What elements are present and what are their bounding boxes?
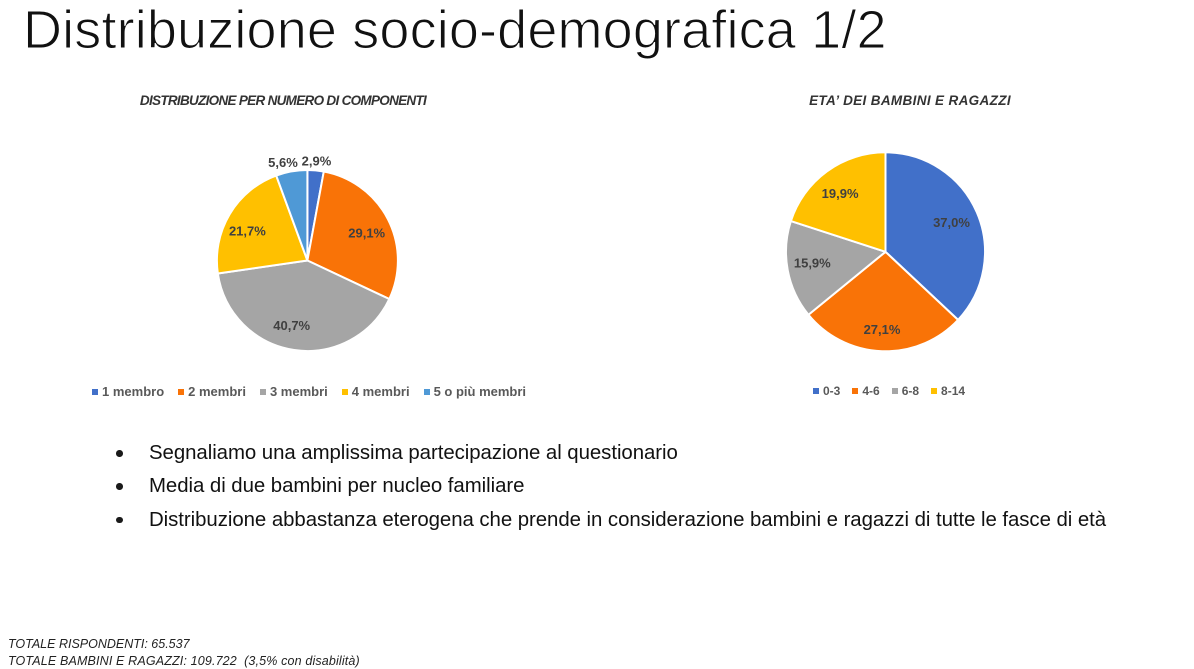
svg-text:37,0%: 37,0% xyxy=(933,215,970,230)
svg-text:27,1%: 27,1% xyxy=(864,322,901,337)
svg-text:29,1%: 29,1% xyxy=(348,226,385,241)
svg-text:19,9%: 19,9% xyxy=(822,186,859,201)
svg-text:40,7%: 40,7% xyxy=(273,318,310,333)
svg-text:15,9%: 15,9% xyxy=(794,256,831,271)
svg-text:5,6%: 5,6% xyxy=(268,155,298,170)
svg-text:21,7%: 21,7% xyxy=(229,224,266,239)
svg-text:2,9%: 2,9% xyxy=(302,153,332,168)
